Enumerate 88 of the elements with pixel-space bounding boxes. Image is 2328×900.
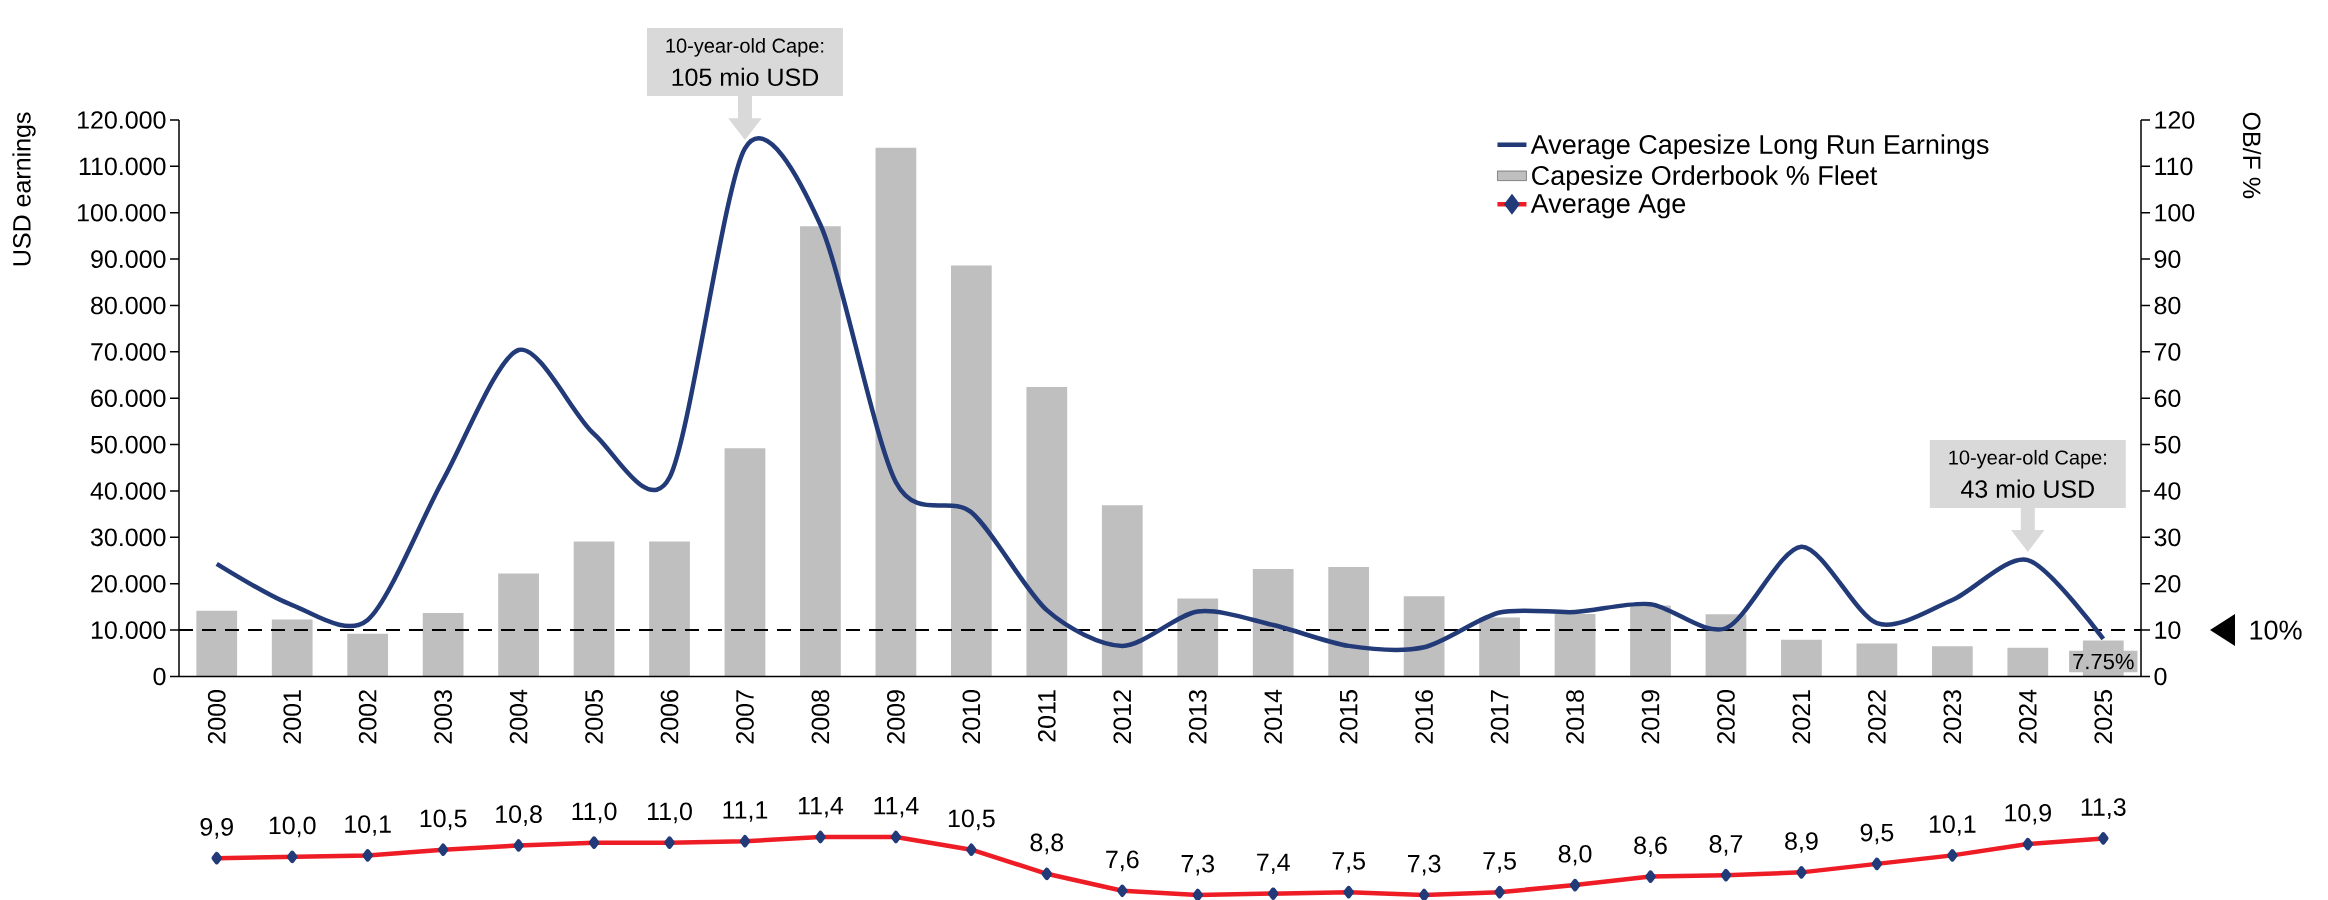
x-tick-label: 2021 <box>1792 690 1811 744</box>
x-tick-label: 2001 <box>283 690 302 744</box>
x-tick-label: 2010 <box>962 690 981 744</box>
data-label: 9,9 <box>200 818 233 839</box>
y-tick-label: 70.000 <box>91 343 166 361</box>
data-label: 7,5 <box>1332 852 1365 873</box>
x-tick-label: 2003 <box>434 690 452 744</box>
y2-axis-title: OB/F % <box>2242 112 2262 199</box>
y2-tick-label: 100 <box>2155 203 2195 222</box>
annotation: 10-year-old Cape: <box>1949 449 2106 469</box>
x-tick-label: 2014 <box>1264 689 1283 744</box>
data-label: 8,9 <box>1785 832 1818 853</box>
y-tick-label: 0 <box>153 667 166 686</box>
y2-tick-label: 30 <box>2154 528 2181 547</box>
x-tick-label: 2009 <box>887 690 905 744</box>
text: 10% <box>2250 620 2302 640</box>
y-tick-label: 80.000 <box>91 296 166 315</box>
y-tick-label: 100.000 <box>78 203 166 222</box>
y-tick-label: 120.000 <box>78 111 166 129</box>
data-label: 10,5 <box>948 809 995 831</box>
x-tick-label: 2015 <box>1339 690 1358 744</box>
x-tick-label: 2005 <box>585 690 603 744</box>
data-label: 7,5 <box>1483 852 1516 873</box>
x-tick-label: 2023 <box>1943 690 1962 744</box>
y2-tick-label: 50 <box>2154 435 2181 454</box>
data-label: 9,5 <box>1860 823 1894 845</box>
y2-tick-label: 40 <box>2154 482 2181 500</box>
x-tick-label: 2024 <box>2018 689 2037 744</box>
x-tick-label: 2006 <box>660 690 679 744</box>
y2-tick-label: 0 <box>2154 667 2167 686</box>
x-tick-label: 2011 <box>1037 690 1056 742</box>
data-label: 11,3 <box>2081 798 2126 819</box>
x-tick-label: 2025 <box>2094 690 2113 744</box>
legend-label: Average Capesize Long Run Earnings <box>1530 134 1989 160</box>
data-label: 7,3 <box>1181 854 1215 876</box>
y-tick-label: 50.000 <box>91 435 166 454</box>
data-label: 8,0 <box>1558 844 1592 866</box>
y-tick-label: 10.000 <box>91 621 166 639</box>
x-tick-label: 2020 <box>1717 690 1735 744</box>
legend-label: Capesize Orderbook % Fleet <box>1532 165 1878 191</box>
x-tick-label: 2004 <box>509 689 528 744</box>
annotation: 43 mio USD <box>1961 479 2094 498</box>
y2-tick-label: 110 <box>2155 157 2193 176</box>
y2-tick-label: 80 <box>2154 296 2181 315</box>
y-tick-label: 110.000 <box>79 157 166 176</box>
y-tick-label: 90.000 <box>91 250 166 268</box>
x-tick-label: 2017 <box>1490 690 1509 744</box>
annotation: 105 mio USD <box>672 67 819 87</box>
y-tick-label: 20.000 <box>91 574 166 593</box>
y2-tick-label: 10 <box>2155 621 2181 639</box>
data-label: 10,5 <box>420 809 467 831</box>
x-tick-label: 2022 <box>1868 690 1886 744</box>
x-tick-label: 2000 <box>207 690 226 744</box>
x-tick-label: 2013 <box>1188 690 1207 744</box>
x-tick-label: 2019 <box>1641 690 1660 744</box>
x-tick-label: 2008 <box>811 690 830 744</box>
x-tick-label: 2007 <box>736 690 754 744</box>
x-tick-label: 2002 <box>358 690 377 744</box>
x-tick-label: 2016 <box>1415 690 1433 744</box>
data-label: 11,0 <box>572 802 617 824</box>
data-label: 11,0 <box>648 802 692 824</box>
data-label: 8,8 <box>1030 833 1064 855</box>
data-label: 10,1 <box>1929 815 1976 836</box>
x-tick-label: 2018 <box>1566 690 1584 744</box>
y2-tick-label: 20 <box>2154 574 2181 593</box>
y2-tick-label: 90 <box>2154 250 2181 268</box>
data-label: 10,9 <box>2005 803 2051 825</box>
y-axis-title: USD earnings <box>12 112 36 266</box>
y2-tick-label: 120 <box>2155 111 2195 129</box>
x-tick-label: 2012 <box>1113 690 1132 744</box>
data-label: 7,4 <box>1257 853 1290 875</box>
data-label: 10,8 <box>496 805 542 826</box>
y2-tick-label: 70 <box>2154 343 2181 361</box>
data-label: 8,7 <box>1709 835 1743 856</box>
data-label: 7,3 <box>1408 854 1441 876</box>
data-label: 8,6 <box>1634 836 1667 858</box>
data-label: 11,4 <box>798 797 844 818</box>
data-label: 7,6 <box>1106 850 1139 872</box>
data-label: 11,4 <box>874 797 919 818</box>
y-tick-label: 30.000 <box>90 528 166 547</box>
y2-tick-label: 60 <box>2154 389 2181 408</box>
data-label: 10,0 <box>269 816 316 838</box>
y-tick-label: 60.000 <box>91 389 166 408</box>
text: 10-year-old Cape: <box>666 38 824 57</box>
data-label: 10,1 <box>345 815 391 836</box>
legend-label: Average Age <box>1530 194 1686 219</box>
y-tick-label: 40.000 <box>90 482 166 500</box>
data-label: 11,1 <box>723 801 768 822</box>
